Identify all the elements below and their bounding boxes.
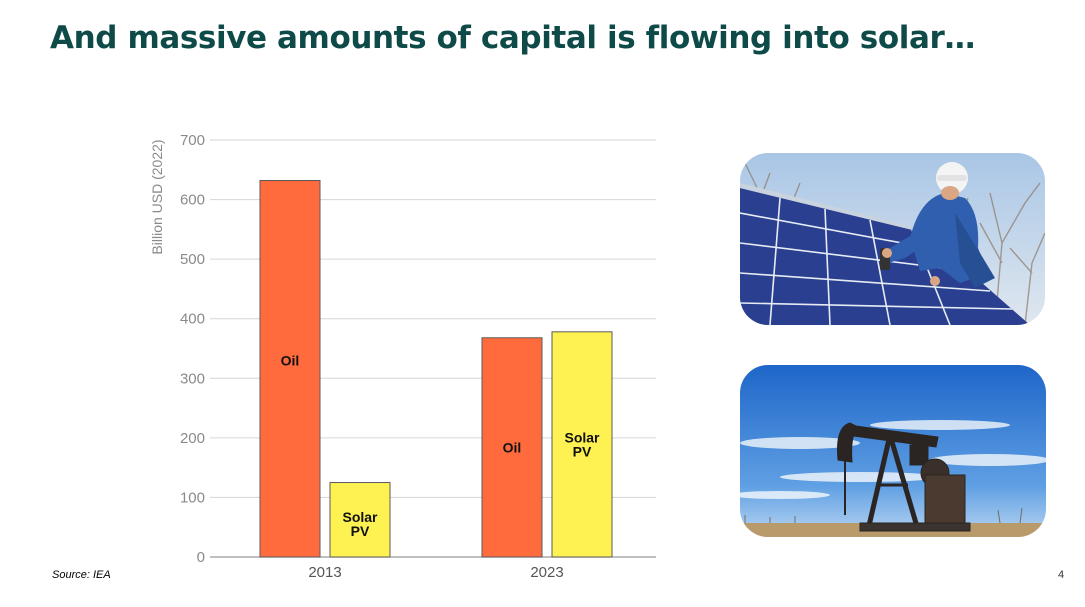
bar-label: Solar PV bbox=[564, 429, 600, 459]
y-tick-label: 400 bbox=[180, 311, 205, 328]
bar-label: Oil bbox=[503, 439, 522, 455]
x-tick-label: 2013 bbox=[308, 564, 341, 581]
y-tick-label: 300 bbox=[180, 370, 205, 387]
bar-solar-pv-2023 bbox=[551, 331, 613, 558]
source-note: Source: IEA bbox=[52, 569, 111, 581]
oil-pumpjack-photo bbox=[740, 365, 1046, 537]
bar-oil-2013 bbox=[259, 180, 321, 558]
y-tick-label: 100 bbox=[180, 489, 205, 506]
bar-label: Oil bbox=[281, 353, 300, 369]
page-number: 4 bbox=[1058, 569, 1065, 581]
y-tick-label: 0 bbox=[197, 549, 205, 566]
y-tick-label: 200 bbox=[180, 430, 205, 447]
x-tick-label: 2023 bbox=[530, 564, 563, 581]
y-tick-label: 500 bbox=[180, 251, 205, 268]
bar-solar-pv-2013 bbox=[329, 482, 391, 558]
bar-label: Solar PV bbox=[342, 509, 378, 539]
capital-bar-chart: 0 100 200 300 400 500 600 700 2013 Oil Solar PV 2023… bbox=[149, 132, 656, 581]
solar-installer-photo bbox=[740, 153, 1045, 325]
y-tick-label: 600 bbox=[180, 192, 205, 209]
y-tick-label: 700 bbox=[180, 132, 205, 149]
slide-title: And massive amounts of capital is flowin… bbox=[50, 20, 975, 56]
y-axis-label: Billion USD (2022) bbox=[149, 139, 165, 254]
bar-oil-2023 bbox=[481, 337, 543, 558]
